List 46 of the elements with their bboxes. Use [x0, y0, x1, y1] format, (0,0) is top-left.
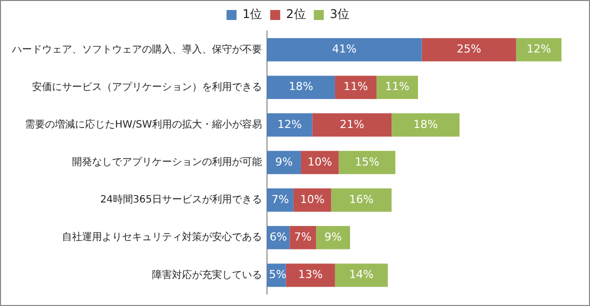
- data-label: 6%: [270, 230, 288, 244]
- data-label: 12%: [526, 42, 552, 56]
- bar: [267, 38, 422, 62]
- bar: [286, 264, 335, 287]
- bar: [334, 76, 376, 100]
- data-label: 14%: [349, 268, 374, 282]
- bar: [290, 226, 316, 250]
- bar: [376, 76, 418, 100]
- bar: [312, 113, 392, 137]
- legend-label: 2位: [286, 7, 306, 22]
- y-tick-label: 安価にサービス（アプリケーション）を利用できる: [32, 80, 262, 93]
- bar: [334, 264, 388, 287]
- data-label: 9%: [324, 230, 342, 244]
- y-tick-label: 24時間365日サービスが利用できる: [100, 194, 262, 206]
- data-label: 7%: [271, 192, 289, 206]
- data-label: 21%: [340, 118, 364, 131]
- data-label: 18%: [413, 118, 438, 131]
- y-tick-label: 開発なしでアプリケーションの利用が可能: [72, 156, 262, 168]
- data-label: 12%: [277, 118, 302, 131]
- y-tick-label: 障害対応が充実している: [152, 268, 262, 281]
- data-label: 11%: [385, 80, 410, 94]
- bar: [516, 38, 562, 62]
- bar: [267, 76, 335, 100]
- data-label: 13%: [298, 268, 323, 282]
- data-label: 5%: [269, 268, 286, 282]
- data-label: 25%: [456, 42, 482, 56]
- data-label: 18%: [288, 80, 314, 94]
- bar: [267, 113, 312, 137]
- bar: [316, 226, 350, 250]
- data-label: 10%: [300, 192, 325, 206]
- data-label: 41%: [332, 42, 357, 56]
- data-label: 9%: [275, 155, 293, 168]
- bar: [422, 38, 516, 62]
- legend-label: 3位: [330, 7, 350, 22]
- data-label: 10%: [308, 155, 332, 168]
- data-label: 11%: [343, 80, 368, 94]
- data-label: 15%: [354, 155, 380, 168]
- y-tick-label: 需要の増減に応じたHW/SW利用の拡大・縮小が容易: [24, 118, 262, 131]
- bar: [392, 113, 460, 137]
- y-tick-label: 自社運用よりセキュリティ対策が安心である: [62, 231, 262, 244]
- bar: [338, 150, 396, 174]
- data-label: 7%: [294, 230, 312, 244]
- y-tick-label: ハードウェア、ソフトウェアの購入、導入、保守が不要: [11, 43, 262, 56]
- legend-label: 1位: [242, 7, 262, 22]
- bar: [331, 188, 392, 212]
- data-label: 16%: [349, 192, 374, 206]
